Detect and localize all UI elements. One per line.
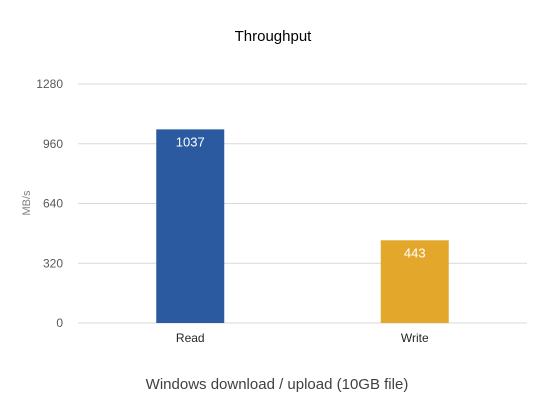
y-tick-label: 320: [43, 256, 63, 270]
data-label-read: 1037: [176, 134, 205, 149]
y-tick-label: 0: [56, 316, 63, 330]
x-axis-label: Windows download / upload (10GB file): [146, 376, 409, 393]
y-tick-label: 1280: [36, 77, 63, 91]
y-tick-label: 960: [43, 137, 63, 151]
bar-write: [380, 240, 449, 323]
chart-title: Throughput: [235, 28, 313, 45]
data-label-write: 443: [404, 245, 426, 260]
bar-read: [156, 129, 225, 323]
category-label-read: Read: [176, 331, 205, 345]
y-axis-label: MB/s: [21, 190, 33, 216]
y-axis-ticks: 0 320 640 960 1280: [36, 77, 63, 330]
gridlines: [78, 83, 527, 324]
category-label-write: Write: [401, 331, 429, 345]
y-tick-label: 640: [43, 197, 63, 211]
bars: 1037 443: [156, 129, 449, 323]
x-axis-categories: Read Write: [176, 331, 429, 345]
